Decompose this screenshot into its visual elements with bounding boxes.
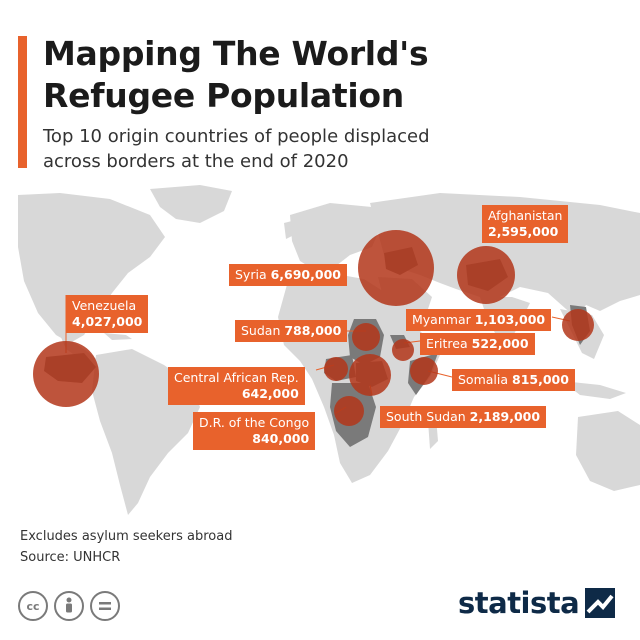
somalia-bubble xyxy=(410,357,438,385)
uk xyxy=(284,221,294,239)
car-bubble xyxy=(324,357,348,381)
label-somalia: Somalia 815,000 xyxy=(452,369,575,391)
title-line-1: Mapping The World's xyxy=(43,34,429,73)
statista-mark-icon xyxy=(585,588,616,618)
label-syria: Syria 6,690,000 xyxy=(229,264,347,286)
brand-name: statista xyxy=(458,586,580,620)
title-accent-bar xyxy=(18,36,27,168)
license-icons: cc xyxy=(18,591,120,621)
source-text: Source: UNHCR xyxy=(20,550,121,565)
cc-icon[interactable]: cc xyxy=(18,591,48,621)
label-afghanistan: Afghanistan 2,595,000 xyxy=(482,205,569,243)
eritrea-bubble xyxy=(392,339,414,361)
equals-icon[interactable] xyxy=(90,591,120,621)
label-drc: D.R. of the Congo 840,000 xyxy=(193,412,316,450)
indonesia xyxy=(562,381,626,399)
title-line-2: Refugee Population xyxy=(43,76,404,115)
label-venezuela: Venezuela 4,027,000 xyxy=(66,295,149,333)
japan xyxy=(622,245,634,277)
australia xyxy=(576,411,640,491)
drc-bubble xyxy=(334,396,364,426)
caribbean xyxy=(104,333,132,340)
subtitle-line-2: across borders at the end of 2020 xyxy=(43,151,349,172)
south-sudan-bubble xyxy=(349,354,391,396)
page-title: Mapping The World's Refugee Population xyxy=(43,33,603,117)
sudan-bubble xyxy=(352,323,380,351)
label-south-sudan: South Sudan 2,189,000 xyxy=(380,406,547,428)
label-myanmar: Myanmar 1,103,000 xyxy=(406,309,552,331)
greenland xyxy=(150,185,232,223)
syria-bubble xyxy=(358,230,434,306)
myanmar-bubble xyxy=(562,309,594,341)
subtitle-line-1: Top 10 origin countries of people displa… xyxy=(43,126,430,147)
person-icon[interactable] xyxy=(54,591,84,621)
afghanistan-bubble xyxy=(457,246,515,304)
north-america xyxy=(18,193,165,343)
label-car: Central African Rep. 642,000 xyxy=(168,367,305,405)
statista-logo[interactable]: statista xyxy=(458,586,616,620)
refugee-bubbles xyxy=(33,230,594,426)
label-sudan: Sudan 788,000 xyxy=(235,320,348,342)
venezuela-bubble xyxy=(33,341,99,407)
label-eritrea: Eritrea 522,000 xyxy=(420,333,535,355)
europe xyxy=(290,203,380,271)
footnote: Excludes asylum seekers abroad xyxy=(20,529,233,544)
page-subtitle: Top 10 origin countries of people displa… xyxy=(43,124,603,174)
